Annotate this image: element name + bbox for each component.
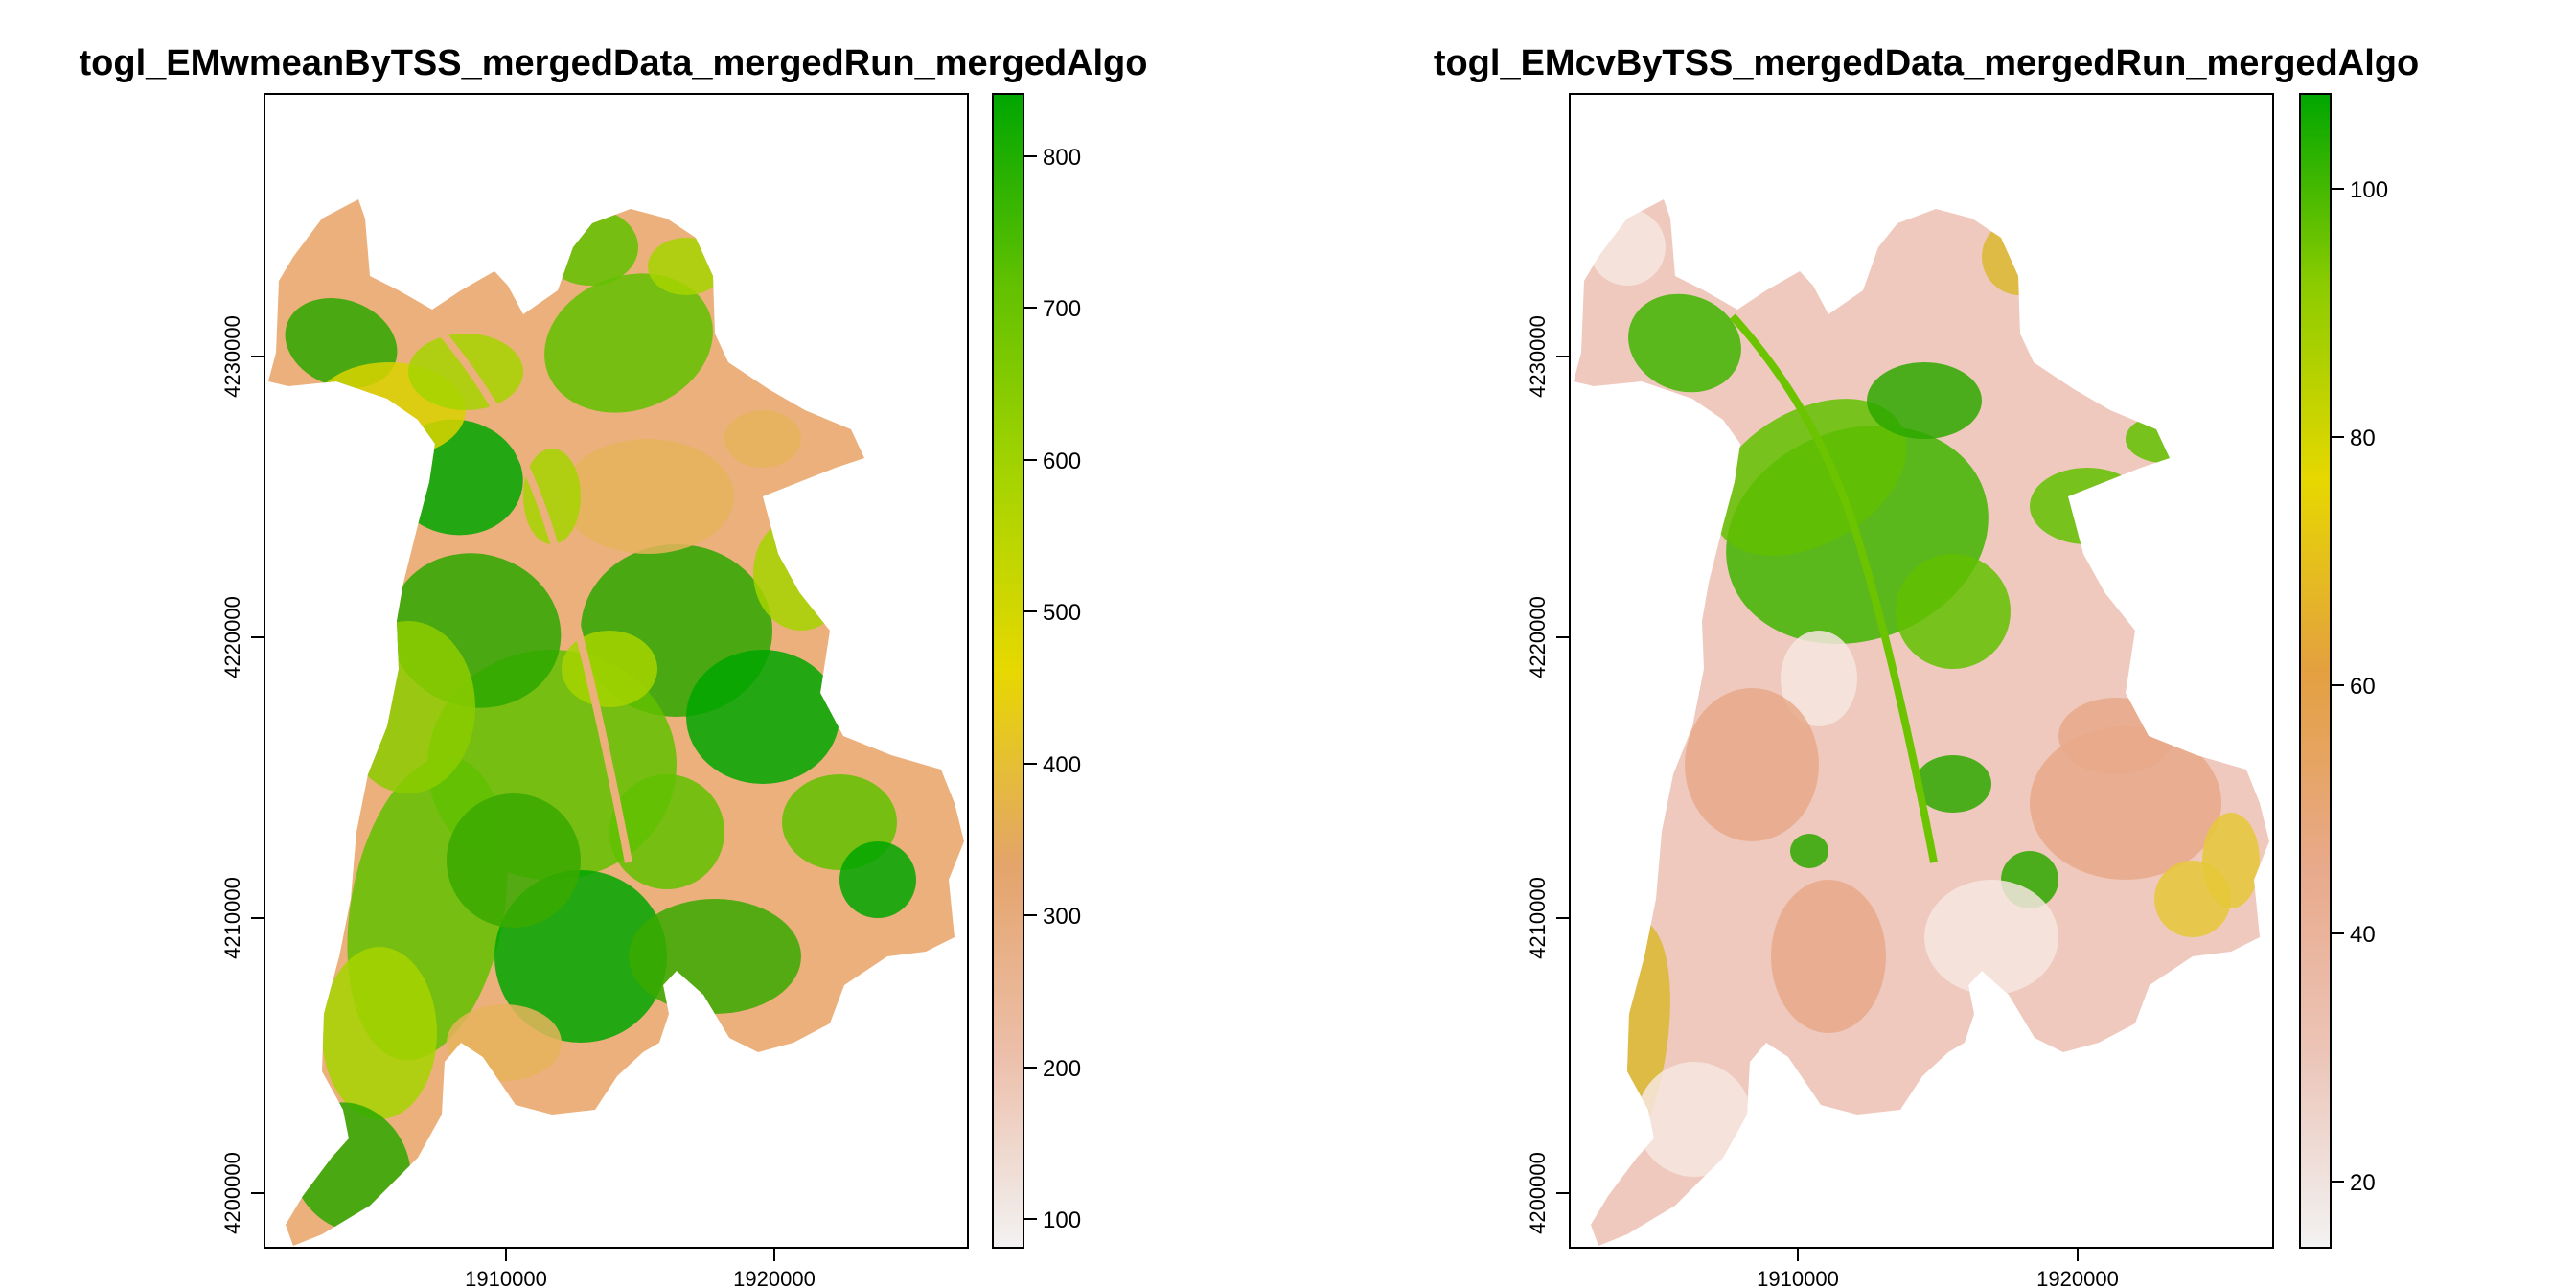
y-tick-label: 4200000 bbox=[220, 1152, 244, 1234]
raster-patch bbox=[523, 448, 581, 544]
raster-patch bbox=[408, 334, 523, 410]
panel-title: togl_EMwmeanByTSS_mergedData_mergedRun_m… bbox=[80, 43, 1148, 83]
legend-frame bbox=[2299, 93, 2332, 1249]
raster-patch bbox=[1896, 554, 2011, 669]
map-panel-mean: togl_EMwmeanByTSS_mergedData_mergedRun_m… bbox=[80, 43, 1148, 1288]
raster-patch bbox=[1781, 631, 1857, 726]
raster-patch bbox=[1924, 880, 2058, 995]
raster-map-cv bbox=[1574, 199, 2269, 1246]
legend-colorbar bbox=[2300, 94, 2331, 1248]
legend-tick-label: 100 bbox=[1043, 1208, 1081, 1233]
map-axes: 1910000 1920000 4230000 4220000 4210000 42000… bbox=[220, 315, 816, 1288]
y-tick-label: 4230000 bbox=[1526, 315, 1550, 398]
legend-frame bbox=[992, 93, 1024, 1249]
map-panel-cv: togl_EMcvByTSS_mergedData_mergedRun_merg… bbox=[1434, 43, 2419, 1288]
legend-tick-label: 400 bbox=[1043, 752, 1081, 778]
raster-patch bbox=[2030, 726, 2221, 880]
legend-tick-label: 800 bbox=[1043, 145, 1081, 171]
y-tick-label: 4220000 bbox=[220, 596, 244, 678]
y-tick-label: 4220000 bbox=[1526, 596, 1550, 678]
legend-tick-label: 100 bbox=[2350, 177, 2388, 203]
y-tick-label: 4210000 bbox=[220, 877, 244, 959]
raster-patch bbox=[2058, 698, 2174, 774]
raster-patch bbox=[2126, 415, 2202, 463]
legend-tick-label: 40 bbox=[2350, 922, 2376, 948]
raster-patch bbox=[1790, 834, 1828, 868]
legend-tick-label: 500 bbox=[1043, 600, 1081, 626]
river-line bbox=[1730, 313, 1938, 863]
x-tick-label: 1920000 bbox=[2036, 1267, 2119, 1288]
color-legend: 800 700 600 500 400 300 200 100 bbox=[992, 93, 1081, 1249]
legend-tick-label: 300 bbox=[1043, 904, 1081, 930]
raster-patch bbox=[610, 774, 724, 889]
raster-patch bbox=[629, 899, 801, 1014]
raster-patch bbox=[562, 439, 734, 554]
raster-patch bbox=[542, 209, 638, 286]
legend-tick-label: 80 bbox=[2350, 426, 2376, 451]
y-tick-label: 4200000 bbox=[1526, 1152, 1550, 1234]
raster-patch bbox=[1982, 218, 2058, 295]
legend-tick-label: 60 bbox=[2350, 674, 2376, 700]
raster-patch bbox=[447, 1004, 562, 1081]
raster-patch bbox=[753, 516, 849, 631]
legend-tick-label: 600 bbox=[1043, 448, 1081, 474]
raster-patch bbox=[648, 238, 724, 295]
x-tick-label: 1910000 bbox=[1757, 1267, 1839, 1288]
river-line bbox=[425, 313, 632, 863]
raster-patch bbox=[1712, 399, 1907, 556]
legend-tick-label: 200 bbox=[1043, 1056, 1081, 1082]
raster-patch bbox=[562, 631, 657, 707]
raster-patch bbox=[2030, 468, 2145, 544]
legend-tick-label: 700 bbox=[1043, 296, 1081, 322]
raster-patch bbox=[1685, 688, 1819, 841]
x-tick-label: 1910000 bbox=[465, 1267, 547, 1288]
map-frame bbox=[1569, 93, 2274, 1249]
raster-patch bbox=[447, 794, 581, 928]
legend-tick-label: 20 bbox=[2350, 1170, 2376, 1196]
raster-patch bbox=[1589, 209, 1666, 286]
raster-patch bbox=[686, 650, 840, 784]
map-axes: 1910000 1920000 4230000 4220000 4210000 42000… bbox=[1526, 315, 2119, 1288]
raster-patch bbox=[544, 273, 713, 413]
raster-patch bbox=[1915, 755, 1991, 813]
y-tick-label: 4230000 bbox=[220, 315, 244, 398]
raster-patch bbox=[1637, 1062, 1752, 1177]
raster-patch bbox=[2202, 813, 2260, 908]
y-tick-label: 4210000 bbox=[1526, 877, 1550, 959]
raster-patch bbox=[1628, 293, 1741, 393]
raster-patch bbox=[1771, 880, 1886, 1033]
raster-patch bbox=[1867, 362, 1982, 439]
raster-map-mean bbox=[268, 199, 964, 1246]
legend-colorbar bbox=[993, 94, 1024, 1248]
raster-patch bbox=[724, 410, 801, 468]
raster-patch bbox=[840, 841, 916, 918]
raster-patch bbox=[322, 947, 437, 1119]
panel-title: togl_EMcvByTSS_mergedData_mergedRun_merg… bbox=[1434, 43, 2419, 83]
x-tick-label: 1920000 bbox=[733, 1267, 816, 1288]
map-frame bbox=[264, 93, 969, 1249]
raster-patch bbox=[341, 621, 475, 794]
color-legend: 100 80 60 40 20 bbox=[2299, 93, 2388, 1249]
